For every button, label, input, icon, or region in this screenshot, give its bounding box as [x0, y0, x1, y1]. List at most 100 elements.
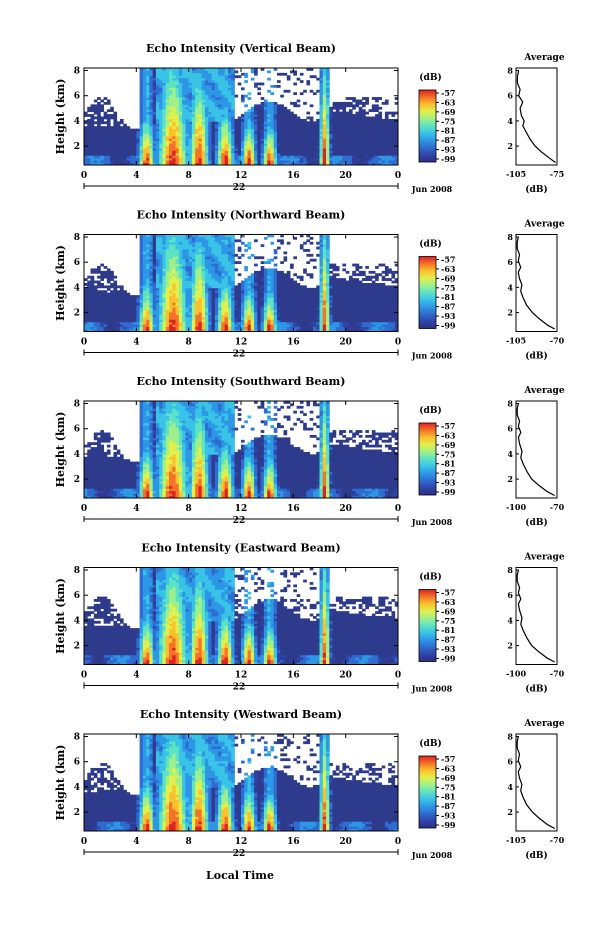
- x-tick-label: 12: [235, 338, 248, 348]
- x-tick-label: 16: [287, 837, 300, 847]
- colorbar: [418, 89, 437, 163]
- colorbar-tick-label: -81: [441, 126, 455, 136]
- colorbar-tick-label: -69: [441, 773, 456, 783]
- colorbar-unit: (dB): [419, 738, 441, 749]
- x-tick-label: 0: [395, 504, 401, 514]
- average-title: Average: [523, 553, 564, 563]
- average-x-label: (dB): [525, 850, 547, 861]
- colorbar-unit: (dB): [419, 572, 441, 583]
- average-frame: [515, 67, 558, 166]
- average-frame: [515, 400, 558, 499]
- colorbar-tick-label: -87: [441, 468, 455, 478]
- colorbar-tick-label: -57: [441, 588, 455, 598]
- average-y-tick-label: 4: [507, 449, 513, 459]
- average-profile-line: [516, 736, 555, 830]
- colorbar-tick-label: -93: [441, 478, 456, 488]
- day-label: 22: [233, 516, 246, 526]
- average-x-tick-label: -75: [550, 169, 564, 179]
- average-y-tick-label: 6: [507, 91, 513, 101]
- average-x-tick-label: -70: [550, 669, 565, 679]
- average-y-tick-label: 2: [507, 474, 513, 484]
- colorbar: [418, 589, 437, 662]
- x-tick-label: 4: [133, 171, 139, 181]
- y-axis-label: Height (km): [54, 578, 67, 654]
- average-x-tick-label: -70: [550, 502, 565, 512]
- x-tick-label: 16: [287, 338, 300, 348]
- panel-title: Echo Intensity (Vertical Beam): [146, 42, 336, 55]
- colorbar-tick-label: -87: [441, 302, 455, 312]
- colorbar-tick-label: -81: [441, 292, 455, 302]
- average-title: Average: [523, 53, 564, 63]
- average-title: Average: [523, 719, 564, 729]
- x-axis-label: Local Time: [206, 869, 274, 882]
- panel-2: Echo Intensity (Southward Beam)0 4 8 12 16 20…: [54, 375, 565, 528]
- colorbar-tick-label: -99: [441, 487, 456, 497]
- colorbar-tick-label: -69: [441, 606, 456, 616]
- date-label: Jun 2008: [411, 684, 453, 694]
- heatmap-cells: [84, 234, 399, 332]
- colorbar-tick-label: -87: [441, 801, 455, 811]
- colorbar-tick-label: -93: [441, 311, 456, 321]
- x-tick-label: 20: [339, 837, 352, 847]
- colorbar: [418, 256, 437, 329]
- average-y-tick-label: 2: [507, 641, 513, 651]
- average-x-tick-label: -105: [506, 336, 526, 346]
- x-tick-label: 0: [81, 171, 87, 181]
- panel-3: Echo Intensity (Eastward Beam) 0 4 8 12 16 20 0…: [54, 542, 565, 695]
- panel-title: Echo Intensity (Eastward Beam): [141, 542, 340, 555]
- x-tick-label: 4: [133, 338, 139, 348]
- average-x-tick-label: -70: [550, 835, 565, 845]
- average-y-tick-label: 6: [507, 590, 513, 600]
- x-tick-label: 0: [395, 338, 401, 348]
- y-tick-label: 6: [74, 425, 80, 435]
- colorbar: [418, 422, 437, 496]
- average-y-tick-label: 4: [507, 782, 513, 792]
- average-y-tick-label: 8: [507, 732, 513, 742]
- average-y-tick-label: 8: [507, 66, 513, 76]
- average-frame: [515, 234, 558, 332]
- x-tick-label: 12: [235, 171, 248, 181]
- average-y-tick-label: 2: [507, 308, 513, 318]
- date-label: Jun 2008: [411, 184, 453, 194]
- heatmap-cells: [84, 734, 399, 832]
- x-tick-label: 16: [287, 671, 300, 681]
- average-profile-line: [516, 236, 555, 330]
- y-tick-label: 8: [74, 566, 80, 576]
- y-tick-label: 4: [74, 450, 80, 460]
- y-axis-label: Height (km): [54, 79, 67, 155]
- average-y-tick-label: 6: [507, 257, 513, 267]
- x-tick-label: 12: [235, 837, 248, 847]
- date-label: Jun 2008: [411, 850, 453, 860]
- colorbar-unit: (dB): [419, 72, 441, 83]
- heatmap-cells: [84, 401, 399, 499]
- average-y-tick-label: 4: [507, 615, 513, 625]
- colorbar-tick-label: -93: [441, 811, 456, 821]
- colorbar-tick-label: -57: [441, 255, 455, 265]
- colorbar-tick-label: -87: [441, 635, 455, 645]
- average-title: Average: [523, 386, 564, 396]
- average-y-tick-label: 2: [507, 141, 513, 151]
- colorbar-tick-label: -63: [441, 264, 456, 274]
- average-x-tick-label: -70: [550, 336, 565, 346]
- x-tick-label: 20: [339, 171, 352, 181]
- average-frame: [515, 567, 558, 665]
- colorbar-tick-label: -81: [441, 459, 455, 469]
- average-y-tick-label: 8: [507, 232, 513, 242]
- average-y-tick-label: 8: [507, 399, 513, 409]
- x-tick-label: 0: [395, 837, 401, 847]
- colorbar-tick-label: -81: [441, 792, 455, 802]
- colorbar-tick-label: -57: [441, 421, 455, 431]
- y-tick-label: 4: [74, 616, 80, 626]
- y-axis-label: Height (km): [54, 745, 67, 821]
- colorbar-unit: (dB): [419, 405, 441, 416]
- colorbar-tick-label: -63: [441, 763, 456, 773]
- average-y-tick-label: 4: [507, 282, 513, 292]
- x-tick-label: 8: [186, 504, 192, 514]
- average-x-tick-label: -100: [506, 669, 526, 679]
- colorbar-tick-label: -99: [441, 154, 456, 164]
- panel-title: Echo Intensity (Southward Beam): [137, 375, 346, 388]
- y-tick-label: 8: [74, 733, 80, 743]
- colorbar-tick-label: -69: [441, 107, 456, 117]
- average-frame: [515, 733, 558, 832]
